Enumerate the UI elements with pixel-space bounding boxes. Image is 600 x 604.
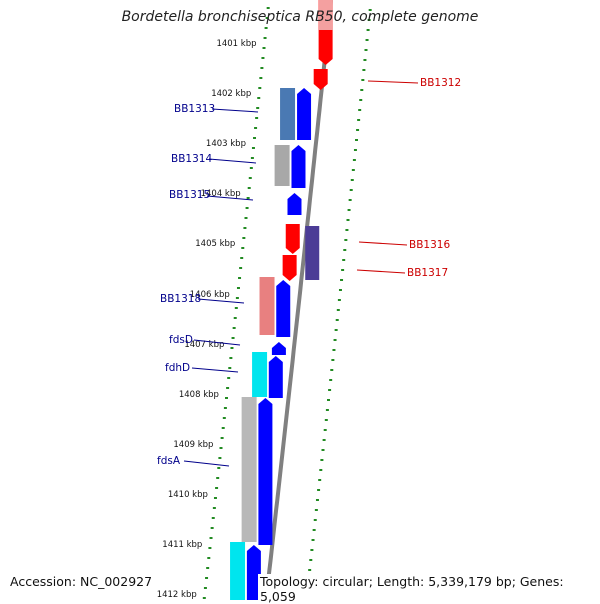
- ruler-label: 1401 kbp: [216, 39, 256, 49]
- gene-label-bb1313: BB1313: [174, 103, 215, 115]
- gene-label-bb1317: BB1317: [407, 267, 448, 279]
- gene-labels: 1401 kbp 1402 kbp 1403 kbp 1404 kbp 1405 kbp…: [157, 39, 461, 600]
- ruler-label: 1405 kbp: [195, 239, 235, 249]
- ruler-label: 1408 kbp: [179, 390, 219, 400]
- backbone-line: [264, 0, 333, 601]
- cds-forward-arrow: [287, 193, 302, 215]
- cds-reverse-arrow: [282, 255, 297, 281]
- ruler-label: 1411 kbp: [162, 540, 202, 550]
- page-title: Bordetella bronchiseptica RB50, complete…: [121, 9, 479, 25]
- topology-summary: Topology: circular; Length: 5,339,179 bp…: [258, 574, 600, 604]
- cds-forward-arrow: [291, 145, 306, 188]
- cds-forward-arrow: [276, 280, 291, 337]
- gene-leader-line: [358, 241, 408, 246]
- gene-block: [280, 88, 296, 140]
- gene-label-fdsd: fdsD: [169, 334, 193, 346]
- cds-reverse-arrow: [313, 69, 328, 90]
- ruler-label: 1404 kbp: [201, 189, 241, 199]
- gene-leader-line: [197, 298, 245, 304]
- gene-label-bb1315: BB1315: [169, 189, 210, 201]
- cds-forward-arrow: [271, 342, 286, 355]
- gene-label-fdsa: fdsA: [157, 455, 181, 467]
- cds-forward-arrow: [258, 398, 273, 545]
- gene-block: [274, 145, 290, 186]
- gene-leader-line: [208, 158, 257, 164]
- ruler-label: 1403 kbp: [206, 139, 246, 149]
- gene-label-bb1312: BB1312: [420, 77, 461, 89]
- gene-leader-line: [191, 367, 239, 373]
- gene-label-bb1316: BB1316: [409, 239, 450, 251]
- ruler-label: 1409 kbp: [173, 440, 213, 450]
- gene-block: [305, 226, 320, 280]
- cds-reverse-arrow: [285, 224, 300, 254]
- cds-forward-arrow: [246, 545, 261, 604]
- gene-block: [252, 352, 268, 397]
- accession-text: Accession: NC_002927: [8, 574, 155, 589]
- feature-tracks: [230, 0, 333, 604]
- gene-leader-line: [211, 108, 259, 113]
- gene-leader-line: [356, 269, 406, 274]
- cds-forward-arrow: [268, 356, 283, 398]
- ruler-label: 1412 kbp: [157, 590, 197, 600]
- gene-leader-line: [367, 80, 419, 84]
- gene-leader-line: [206, 195, 254, 201]
- gene-block: [259, 277, 275, 335]
- gene-block: [318, 0, 333, 30]
- cds-forward-arrow: [297, 88, 312, 140]
- gene-block: [230, 542, 246, 604]
- ruler-label: 1402 kbp: [211, 89, 251, 99]
- ruler-label: 1410 kbp: [168, 490, 208, 500]
- ruler-label: 1407 kbp: [184, 340, 224, 350]
- gene-label-bb1314: BB1314: [171, 153, 212, 165]
- gene-leader-line: [193, 339, 241, 346]
- gene-leader-line: [183, 460, 230, 467]
- gene-label-bb1318: BB1318: [160, 293, 201, 305]
- gene-block: [241, 397, 257, 542]
- gene-label-fdhd: fdhD: [165, 362, 190, 374]
- ruler-label: 1406 kbp: [190, 290, 230, 300]
